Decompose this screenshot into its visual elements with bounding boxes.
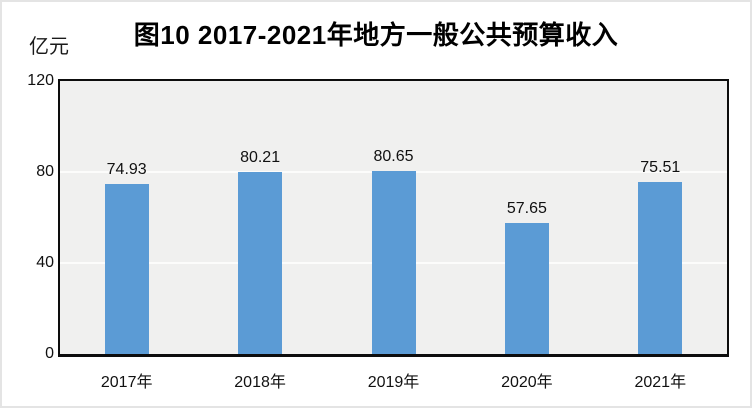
x-axis-label-2020年: 2020年 [501, 374, 553, 391]
x-axis-label-2021年: 2021年 [634, 374, 687, 391]
chart-title: 图10 2017-2021年地方一般公共预算收入 [133, 20, 619, 50]
plot-area [58, 79, 729, 357]
y-tick-label-0: 0 [45, 345, 54, 362]
x-axis-label-2018年: 2018年 [234, 374, 286, 391]
y-tick-label-80: 80 [36, 163, 54, 180]
bar-value-label-2017年: 74.93 [106, 160, 147, 178]
bar-2020年[interactable] [504, 222, 549, 354]
bar-value-label-2018年: 80.21 [240, 148, 281, 166]
bar-value-label-2020年: 57.65 [506, 199, 547, 217]
bar-2021年[interactable] [638, 182, 683, 354]
bar-2018年[interactable] [238, 171, 283, 354]
y-tick-label-120: 120 [27, 72, 54, 89]
bar-value-label-2019年: 80.65 [373, 147, 414, 165]
y-axis-unit-label: 亿元 [29, 36, 69, 58]
x-axis-label-2019年: 2019年 [367, 374, 420, 391]
x-axis-label-2017年: 2017年 [100, 374, 153, 391]
bar-2019年[interactable] [371, 170, 416, 354]
bar-2017年[interactable] [104, 183, 149, 354]
y-tick-label-40: 40 [36, 254, 54, 271]
bar-value-label-2021年: 75.51 [640, 159, 681, 177]
